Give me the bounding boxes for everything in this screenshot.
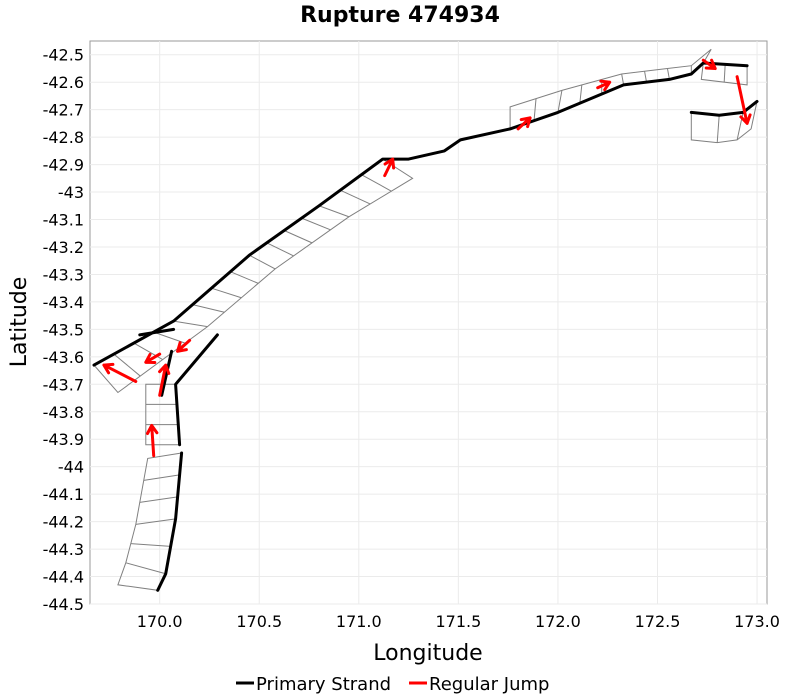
regular-jump-series bbox=[102, 58, 752, 458]
rupture-subsection-divider bbox=[192, 304, 225, 313]
y-tick-label: -43.3 bbox=[43, 265, 84, 284]
rupture-subsection-divider bbox=[340, 189, 371, 205]
legend-label-primary-strand: Primary Strand bbox=[256, 674, 391, 695]
rupture-subsection-divider bbox=[230, 271, 259, 284]
y-tick-label: -43.8 bbox=[43, 403, 84, 422]
rupture-subsection-divider bbox=[621, 73, 625, 86]
y-tick-label: -43.5 bbox=[43, 320, 84, 339]
grid bbox=[90, 41, 767, 605]
x-tick-label: 170.0 bbox=[137, 612, 183, 631]
regular-jump-arrow bbox=[146, 424, 159, 458]
x-tick-label: 172.5 bbox=[635, 612, 681, 631]
regular-jump-arrow bbox=[383, 157, 396, 178]
regular-jump-arrow bbox=[102, 362, 138, 383]
primary-strand-line bbox=[689, 99, 759, 117]
x-tick-label: 172.0 bbox=[535, 612, 581, 631]
rupture-subsection-divider bbox=[139, 496, 178, 503]
primary-strand-line bbox=[138, 327, 176, 337]
chart-title: Rupture 474934 bbox=[300, 3, 500, 28]
x-tick-label: 171.5 bbox=[435, 612, 481, 631]
y-tick-label: -43.4 bbox=[43, 293, 84, 312]
y-tick-label: -42.6 bbox=[43, 73, 84, 92]
rupture-subsection-divider bbox=[557, 90, 563, 113]
rupture-subsection-divider bbox=[173, 320, 208, 328]
y-tick-label: -44.2 bbox=[43, 513, 84, 532]
rupture-subsection-divider bbox=[318, 205, 350, 218]
y-tick-label: -43.7 bbox=[43, 375, 84, 394]
primary-strand-line bbox=[92, 61, 749, 367]
x-tick-label: 170.5 bbox=[236, 612, 282, 631]
y-axis-ticks: -42.5 -42.6 -42.7 -42.8 -42.9 -43 -43.1 -43.2 -4… bbox=[43, 46, 84, 614]
y-tick-label: -44 bbox=[58, 458, 84, 477]
rupture-subsection-divider bbox=[130, 543, 171, 547]
regular-jump-arrow bbox=[516, 116, 532, 131]
rupture-subsection-divider bbox=[644, 71, 648, 83]
rupture-subsection-divider bbox=[579, 84, 583, 104]
rupture-subsection-divider bbox=[125, 562, 166, 575]
rupture-subsection-divider bbox=[143, 474, 180, 481]
y-tick-label: -43.1 bbox=[43, 211, 84, 230]
legend-label-regular-jump: Regular Jump bbox=[429, 674, 549, 695]
rupture-subsection-divider bbox=[301, 217, 331, 231]
y-tick-label: -42.7 bbox=[43, 101, 84, 120]
y-tick-label: -43.6 bbox=[43, 348, 84, 367]
y-tick-label: -44.4 bbox=[43, 568, 84, 587]
primary-strand-line bbox=[160, 349, 174, 397]
regular-jump-arrow bbox=[158, 363, 171, 397]
rupture-subsection-divider bbox=[211, 287, 242, 299]
x-axis-ticks: 170.0 170.5 171.0 171.5 172.0 172.5 173.0 bbox=[137, 612, 780, 631]
primary-strand-line bbox=[174, 333, 219, 447]
rupture-subsection-divider bbox=[716, 115, 720, 143]
rupture-subsection-divider bbox=[723, 64, 726, 83]
primary-strand-series bbox=[92, 61, 759, 592]
regular-jump-arrow bbox=[144, 352, 162, 364]
regular-jump-arrow bbox=[176, 338, 192, 353]
rupture-subsection-divider bbox=[283, 230, 313, 244]
rupture-subsection-divider bbox=[249, 254, 276, 270]
rupture-subsection-divider bbox=[361, 174, 392, 192]
y-tick-label: -42.8 bbox=[43, 128, 84, 147]
regular-jump-arrow bbox=[701, 58, 717, 70]
legend: Primary Strand Regular Jump bbox=[236, 674, 549, 695]
y-tick-label: -42.5 bbox=[43, 46, 84, 65]
primary-strand-line bbox=[156, 451, 184, 592]
y-tick-label: -42.9 bbox=[43, 156, 84, 175]
y-axis-label: Latitude bbox=[7, 277, 32, 368]
y-tick-label: -44.3 bbox=[43, 540, 84, 559]
regular-jump-arrow bbox=[596, 79, 612, 92]
x-axis-label: Longitude bbox=[373, 641, 482, 666]
x-tick-label: 173.0 bbox=[734, 612, 780, 631]
regular-jump-arrow bbox=[735, 75, 752, 125]
y-tick-label: -43.2 bbox=[43, 238, 84, 257]
y-tick-label: -44.1 bbox=[43, 485, 84, 504]
plot-area bbox=[89, 40, 768, 605]
rupture-subsection-divider bbox=[666, 68, 670, 80]
y-tick-label: -43.9 bbox=[43, 430, 84, 449]
x-tick-label: 171.0 bbox=[336, 612, 382, 631]
rupture-subsection-divider bbox=[533, 98, 537, 121]
y-tick-label: -44.5 bbox=[43, 595, 84, 614]
y-tick-label: -43 bbox=[58, 183, 84, 202]
rupture-subsection-divider bbox=[266, 242, 294, 257]
rupture-subsection-divider bbox=[113, 353, 141, 377]
rupture-subsection-divider bbox=[135, 518, 176, 525]
